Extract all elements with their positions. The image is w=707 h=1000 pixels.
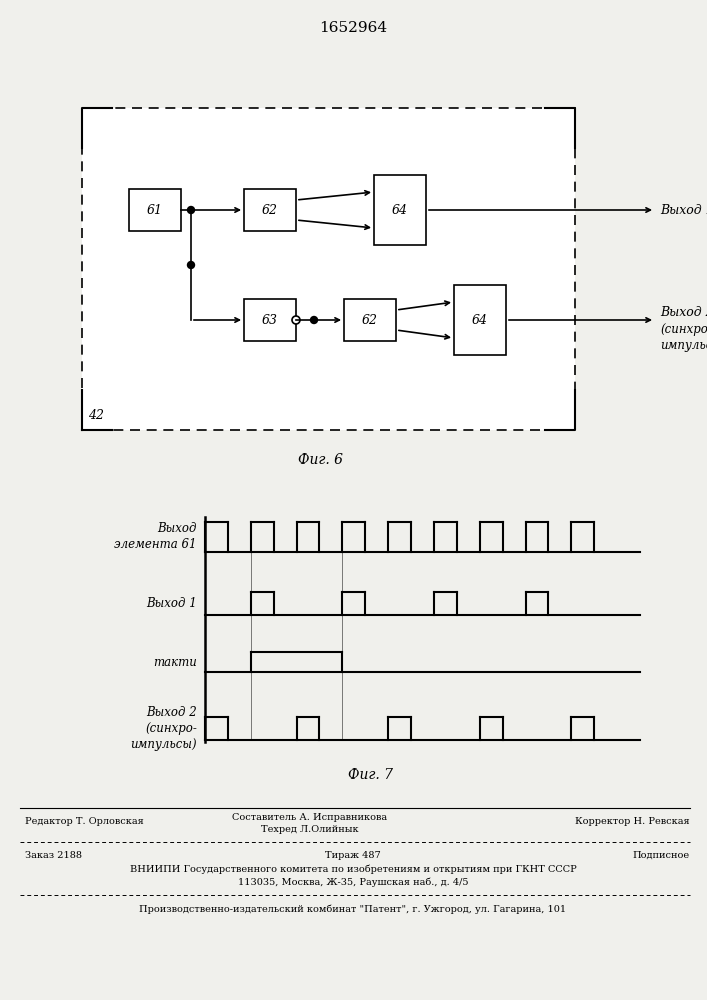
- Text: Выход 1: Выход 1: [660, 204, 707, 217]
- Text: Редактор Т. Орловская: Редактор Т. Орловская: [25, 818, 144, 826]
- Text: Выход 2: Выход 2: [660, 306, 707, 318]
- Text: Выход 2
(синхро-
импульсы): Выход 2 (синхро- импульсы): [130, 706, 197, 751]
- Circle shape: [187, 261, 194, 268]
- Text: ВНИИПИ Государственного комитета по изобретениям и открытиям при ГКНТ СССР: ВНИИПИ Государственного комитета по изоб…: [129, 864, 576, 874]
- Text: Тираж 487: Тираж 487: [325, 850, 381, 859]
- Text: Выход 1: Выход 1: [146, 597, 197, 610]
- Text: Фиг. 7: Фиг. 7: [348, 768, 392, 782]
- Bar: [129, 189, 181, 231]
- Bar: [244, 189, 296, 231]
- Text: такти: такти: [153, 656, 197, 668]
- Text: Подписное: Подписное: [633, 850, 690, 859]
- Bar: [244, 299, 296, 341]
- Text: 64: 64: [472, 314, 488, 326]
- Text: 113035, Москва, Ж-35, Раушская наб., д. 4/5: 113035, Москва, Ж-35, Раушская наб., д. …: [238, 877, 468, 887]
- Bar: [344, 299, 396, 341]
- Text: 63: 63: [262, 314, 278, 326]
- Text: 61: 61: [147, 204, 163, 217]
- Circle shape: [310, 316, 317, 324]
- Circle shape: [187, 207, 194, 214]
- Bar: [454, 285, 506, 355]
- Text: Фиг. 6: Фиг. 6: [298, 453, 342, 467]
- Text: Составитель А. Исправникова: Составитель А. Исправникова: [233, 812, 387, 822]
- Text: 1652964: 1652964: [319, 21, 387, 35]
- Text: 62: 62: [362, 314, 378, 326]
- Text: импульсы): импульсы): [660, 340, 707, 353]
- Text: Корректор Н. Ревская: Корректор Н. Ревская: [575, 818, 690, 826]
- Text: Техред Л.Олийнык: Техред Л.Олийнык: [261, 826, 359, 834]
- Text: Производственно-издательский комбинат "Патент", г. Ужгород, ул. Гагарина, 101: Производственно-издательский комбинат "П…: [139, 904, 566, 914]
- Bar: [82, 108, 575, 430]
- Circle shape: [292, 316, 300, 324]
- Text: (синхро-: (синхро-: [660, 324, 707, 336]
- Bar: [374, 175, 426, 245]
- Text: Выход
элемента 61: Выход элемента 61: [115, 522, 197, 552]
- Text: 62: 62: [262, 204, 278, 217]
- Text: Заказ 2188: Заказ 2188: [25, 850, 82, 859]
- Text: 42: 42: [88, 409, 104, 422]
- Text: 64: 64: [392, 204, 408, 217]
